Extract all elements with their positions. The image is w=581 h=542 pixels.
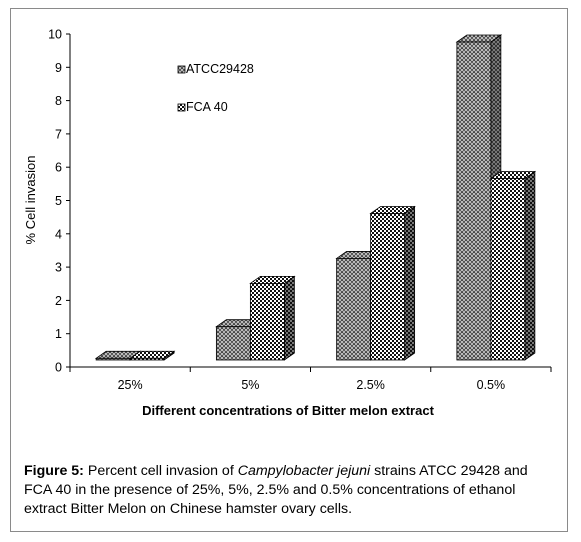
legend-swatch-atcc <box>177 65 186 74</box>
y-tick-label: 1 <box>55 327 62 341</box>
y-tick-label: 0 <box>55 361 62 375</box>
bar-fca-5pct-front <box>249 283 285 361</box>
x-tick-label: 25% <box>118 378 143 392</box>
x-tick-label: 0.5% <box>477 378 506 392</box>
bar-fca-0_5pct-front <box>490 178 526 361</box>
y-axis-ticks: 0 1 2 3 4 5 6 7 8 9 10 <box>48 28 70 375</box>
bar-atcc-2_5pct-front <box>336 258 372 361</box>
caption-text-after: strains ATCC 29428 and FCA 40 in the pre… <box>24 463 528 517</box>
figure-caption: Figure 5: Percent cell invasion of Campy… <box>24 462 554 519</box>
y-tick-label: 6 <box>55 161 62 175</box>
bar-fca-2_5pct-side <box>404 205 416 361</box>
bar-atcc-0_5pct-front <box>456 41 492 361</box>
y-tick-label: 8 <box>55 94 62 108</box>
legend-label-fca: FCA 40 <box>186 100 228 114</box>
bar-atcc-25pct-front <box>95 357 131 361</box>
legend-swatch-fca <box>177 103 186 112</box>
y-tick-label: 9 <box>55 61 62 75</box>
bar-fca-5pct-side <box>283 275 295 361</box>
y-tick-label: 4 <box>55 227 62 241</box>
bars-group <box>94 34 537 361</box>
y-tick-label: 3 <box>55 261 62 275</box>
y-tick-label: 2 <box>55 294 62 308</box>
y-tick-label: 5 <box>55 194 62 208</box>
x-tick-label: 5% <box>241 378 259 392</box>
x-axis-ticks: 25% 5% 2.5% 0.5% <box>69 367 552 392</box>
legend: ATCC29428 FCA 40 <box>177 62 254 114</box>
x-axis-title: Different concentrations of Bitter melon… <box>142 403 434 418</box>
bar-fca-25pct-front <box>129 357 165 361</box>
y-tick-label: 10 <box>48 28 62 42</box>
caption-species: Campylobacter jejuni <box>237 463 371 479</box>
bar-chart: 0 1 2 3 4 5 6 7 8 9 10 25% 5% 2.5% 0.5% % Cell invasi… <box>23 28 552 418</box>
caption-label: Figure 5: <box>24 463 84 479</box>
bar-fca-2_5pct <box>369 205 416 361</box>
bar-fca-5pct <box>249 275 296 361</box>
bar-fca-0_5pct <box>489 170 537 361</box>
bar-fca-2_5pct-front <box>370 213 406 361</box>
caption-text-before: Percent cell invasion of <box>83 463 238 479</box>
legend-label-atcc: ATCC29428 <box>186 62 254 76</box>
y-tick-label: 7 <box>55 127 62 141</box>
bar-fca-25pct <box>128 350 176 361</box>
y-axis-title: % Cell invasion <box>23 156 38 245</box>
bar-fca-0_5pct-side <box>524 170 536 361</box>
x-tick-label: 2.5% <box>356 378 385 392</box>
bar-atcc-5pct-front <box>215 326 251 361</box>
